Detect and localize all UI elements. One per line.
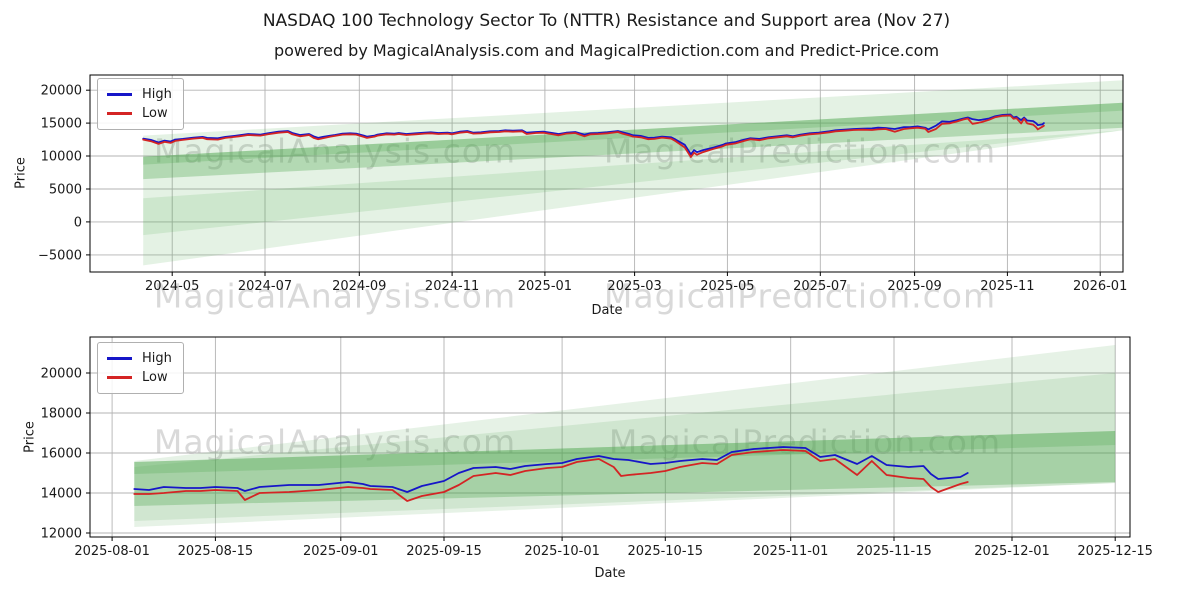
x-tick-label: 2025-07 xyxy=(793,279,847,294)
watermark-analysis-bottom: MagicalAnalysis.com xyxy=(153,422,517,462)
y-tick-label: −5000 xyxy=(38,248,82,263)
x-tick-label: 2025-12-01 xyxy=(974,544,1050,559)
legend-row-low: Low xyxy=(107,368,172,387)
support-resistance-band xyxy=(143,130,1123,266)
low-line-swatch xyxy=(107,376,132,379)
legend-label-low: Low xyxy=(142,106,168,121)
x-tick-label: 2025-08-01 xyxy=(74,544,150,559)
x-tick-label: 2025-05 xyxy=(700,279,754,294)
x-tick-label: 2025-01 xyxy=(518,279,572,294)
y-tick-label: 18000 xyxy=(41,407,82,422)
high-line xyxy=(142,113,1045,156)
y-tick-label: 20000 xyxy=(41,84,82,99)
y-tick-label: 15000 xyxy=(41,117,82,132)
x-tick-label: 2025-12-15 xyxy=(1077,544,1153,559)
x-tick-label: 2025-11 xyxy=(980,279,1034,294)
watermark-prediction-middle: MagicalPrediction.com xyxy=(603,276,997,316)
y-axis-label-top-chart: Price xyxy=(13,157,29,189)
y-tick-label: 0 xyxy=(74,215,82,230)
x-tick-label: 2025-09 xyxy=(887,279,941,294)
support-resistance-band xyxy=(134,431,1116,474)
page-title: NASDAQ 100 Technology Sector To (NTTR) R… xyxy=(262,11,951,31)
x-tick-label: 2025-03 xyxy=(607,279,661,294)
low-line-swatch xyxy=(107,112,132,115)
y-axis-label-bottom-chart: Price xyxy=(22,421,38,453)
y-tick-label: 10000 xyxy=(41,150,82,165)
plot-border xyxy=(89,74,1124,273)
x-tick-label: 2025-09-01 xyxy=(303,544,379,559)
support-resistance-band xyxy=(134,345,1116,527)
x-tick-label: 2024-09 xyxy=(332,279,386,294)
legend-label-low: Low xyxy=(142,370,168,385)
support-resistance-band xyxy=(134,373,1116,521)
legend-label-high: High xyxy=(142,87,172,102)
legend-row-low: Low xyxy=(107,104,172,123)
y-tick-label: 12000 xyxy=(41,527,82,542)
y-tick-label: 5000 xyxy=(49,183,82,198)
support-resistance-band xyxy=(143,80,1123,236)
legend-row-high: High xyxy=(107,85,172,104)
support-resistance-band xyxy=(143,102,1123,180)
support-resistance-band xyxy=(143,102,1123,165)
y-tick-label: 20000 xyxy=(41,367,82,382)
x-tick-label: 2025-09-15 xyxy=(406,544,482,559)
low-line xyxy=(133,449,969,502)
legend-bottom-chart: High Low xyxy=(97,342,184,394)
low-line xyxy=(142,114,1045,158)
x-tick-label: 2025-11-15 xyxy=(856,544,932,559)
x-tick-label: 2025-11-01 xyxy=(753,544,829,559)
x-axis-label-bottom-chart: Date xyxy=(594,566,626,581)
watermark-analysis-middle: MagicalAnalysis.com xyxy=(153,276,517,316)
legend-row-high: High xyxy=(107,349,172,368)
y-tick-label: 16000 xyxy=(41,447,82,462)
x-tick-label: 2024-07 xyxy=(238,279,292,294)
legend-top-chart: High Low xyxy=(97,78,184,130)
high-line xyxy=(133,446,969,493)
x-tick-label: 2025-10-15 xyxy=(628,544,704,559)
y-tick-label: 14000 xyxy=(41,487,82,502)
plot-border xyxy=(89,336,1131,538)
watermark-prediction-bottom: MagicalPrediction.com xyxy=(608,422,1002,462)
page-subtitle: powered by MagicalAnalysis.com and Magic… xyxy=(273,41,940,60)
high-line-swatch xyxy=(107,93,132,96)
x-axis-label-top-chart: Date xyxy=(591,303,623,318)
high-line-swatch xyxy=(107,357,132,360)
x-tick-label: 2025-08-15 xyxy=(178,544,254,559)
x-tick-label: 2024-05 xyxy=(145,279,199,294)
x-tick-label: 2024-11 xyxy=(425,279,479,294)
x-tick-label: 2025-10-01 xyxy=(524,544,600,559)
legend-label-high: High xyxy=(142,351,172,366)
x-tick-label: 2026-01 xyxy=(1073,279,1127,294)
